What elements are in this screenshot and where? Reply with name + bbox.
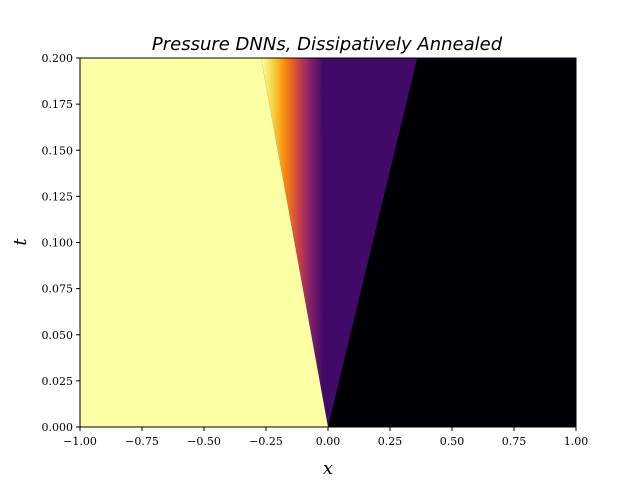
y-tick-label: 0.050 (42, 329, 74, 342)
x-tick-label: 0.25 (378, 435, 403, 448)
plot-area (80, 58, 576, 427)
x-tick-label: −0.75 (125, 435, 159, 448)
y-tick-label: 0.025 (42, 375, 74, 388)
x-tick-label: −0.50 (187, 435, 221, 448)
y-tick-label: 0.100 (42, 237, 74, 250)
x-tick-label: 1.00 (564, 435, 589, 448)
x-tick-label: 0.50 (440, 435, 465, 448)
x-tick-label: −1.00 (63, 435, 97, 448)
y-tick-label: 0.000 (42, 421, 74, 434)
high-state-region (80, 58, 328, 427)
y-tick-label: 0.150 (42, 144, 74, 157)
x-tick-label: −0.25 (249, 435, 283, 448)
x-axis-ticks: −1.00 −0.75 −0.50 −0.25 0.00 0.25 0.50 0.75 1.00 (63, 427, 588, 448)
y-tick-label: 0.125 (42, 190, 74, 203)
y-tick-label: 0.075 (42, 283, 74, 296)
x-tick-label: 0.00 (316, 435, 341, 448)
x-tick-label: 0.75 (502, 435, 527, 448)
plateau-region (323, 58, 418, 427)
x-axis-label: x (323, 458, 333, 479)
y-axis-ticks: 0.000 0.025 0.050 0.075 0.100 0.125 0.150 0.175… (42, 52, 80, 434)
y-tick-label: 0.175 (42, 98, 74, 111)
y-axis-label: t (10, 238, 31, 246)
y-tick-label: 0.200 (42, 52, 74, 65)
chart-title: Pressure DNNs, Dissipatively Annealed (152, 34, 503, 55)
